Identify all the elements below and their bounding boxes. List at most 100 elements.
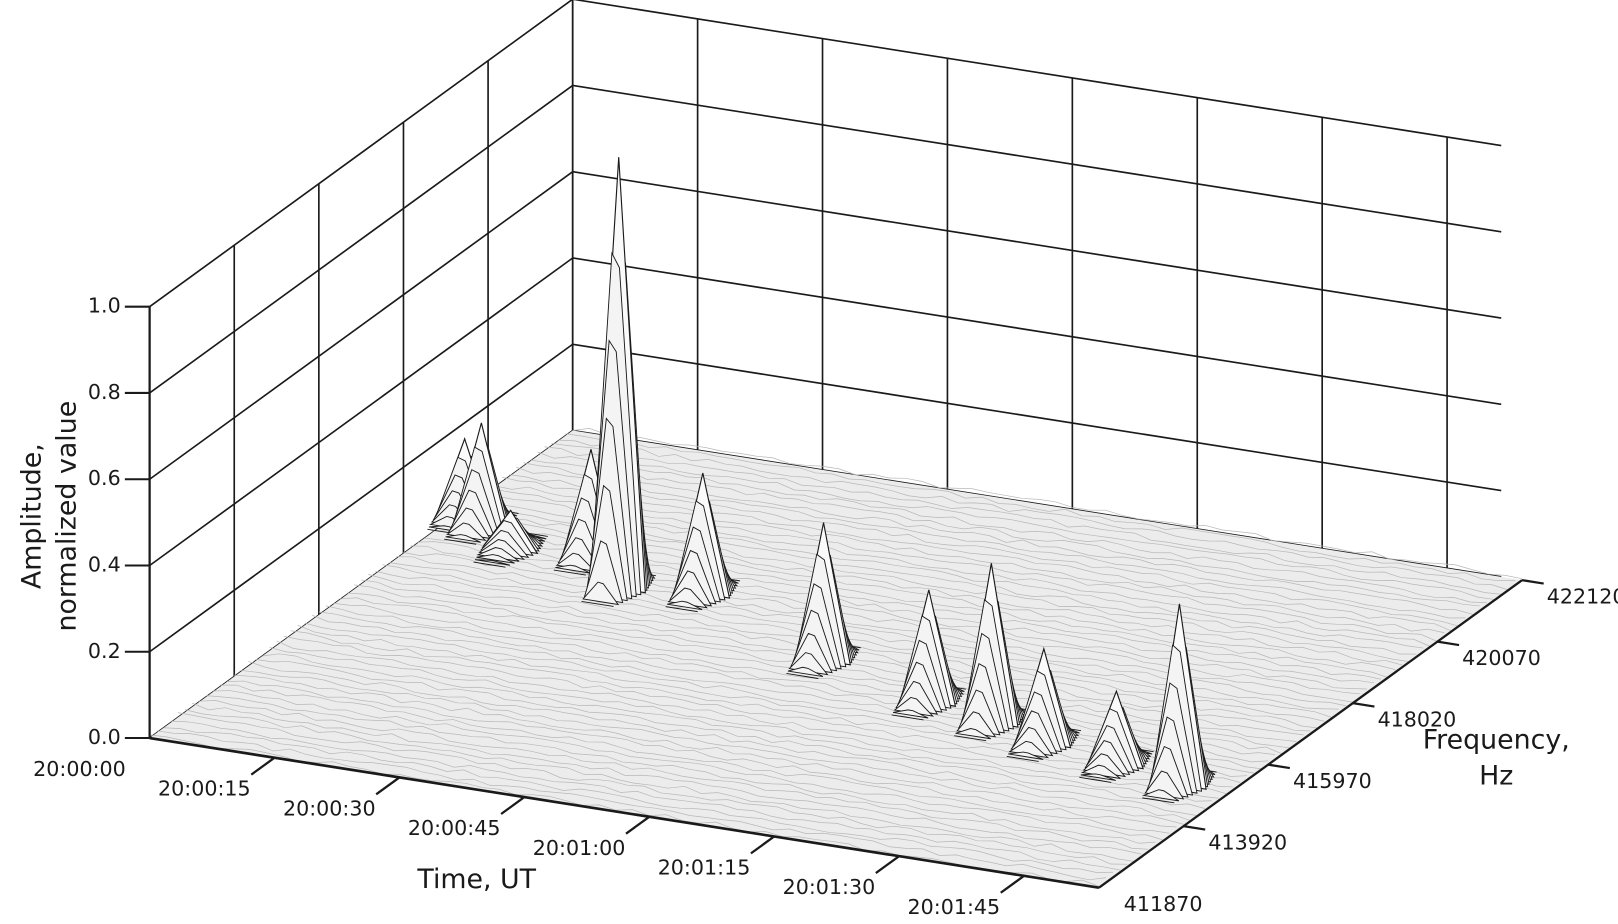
surface-texture <box>523 462 1473 615</box>
peak-slope <box>1006 755 1039 762</box>
z-tick-label: 0.4 <box>88 552 121 576</box>
x-axis <box>149 736 1100 889</box>
surface-texture <box>170 720 1121 871</box>
surface-texture <box>551 442 1501 595</box>
x-tick-label: 20:00:45 <box>408 816 501 840</box>
grid-line <box>572 343 1502 492</box>
peak-slope <box>1008 751 1044 760</box>
peak-slope <box>444 538 477 545</box>
peak-slope <box>893 709 929 719</box>
peak-slope <box>582 581 620 606</box>
peak-slope <box>1080 773 1116 781</box>
axes: 0.0 0.2 0.4 0.6 0.8 1.0 20:00:00 20:00:15 20:00:… <box>33 294 1618 919</box>
grid-line <box>149 0 573 308</box>
surface-texture <box>565 433 1516 582</box>
peak-slope <box>473 561 506 568</box>
peak-slope <box>1079 776 1112 783</box>
peak-slope <box>581 600 614 607</box>
y-tick-label: 411870 <box>1124 892 1203 916</box>
y-axis <box>1098 579 1523 889</box>
grid-line <box>149 171 574 480</box>
peak-slope <box>445 534 481 543</box>
surface-texture <box>213 690 1163 841</box>
surface-texture <box>495 485 1445 634</box>
y-tick <box>1521 579 1544 585</box>
x-axis-label: Time, UT <box>416 864 536 895</box>
peak-slope <box>1080 764 1121 779</box>
surface-texture <box>177 712 1128 865</box>
grid-line <box>572 84 1502 233</box>
grid-line <box>572 257 1502 406</box>
grid-line <box>149 257 574 567</box>
x-tick <box>375 776 401 796</box>
peak-slope <box>475 559 511 566</box>
surface-texture <box>163 727 1114 873</box>
x-tick-label: 20:01:15 <box>658 855 751 879</box>
surface-texture <box>297 624 1248 777</box>
surface-texture <box>227 680 1177 828</box>
y-tick <box>1268 763 1291 770</box>
surface-texture <box>191 702 1142 855</box>
grid-line <box>149 343 574 653</box>
surface-texture <box>502 476 1452 632</box>
x-tick-label: 20:01:00 <box>533 836 626 860</box>
z-axis-label: normalized value <box>52 401 83 632</box>
y-tick-label: 413920 <box>1208 831 1287 855</box>
y-tick <box>1352 702 1375 708</box>
y-tick-label: 422120 <box>1547 585 1618 609</box>
z-tick-label: 0.8 <box>88 380 121 404</box>
surface-texture <box>220 684 1170 834</box>
peak-slope <box>476 554 515 564</box>
grid-line <box>572 0 1502 147</box>
x-tick-label: 20:00:00 <box>33 757 126 781</box>
x-tick-label: 20:00:15 <box>158 777 251 801</box>
peak-slope <box>1142 797 1175 804</box>
surface-texture <box>234 674 1184 825</box>
x-tick <box>500 796 526 815</box>
x-tick <box>625 815 650 835</box>
grid-line <box>149 84 574 394</box>
y-tick-label: 418020 <box>1378 708 1457 732</box>
peaks <box>427 157 1217 804</box>
surface-texture <box>184 709 1135 862</box>
x-tick-label: 20:00:30 <box>283 796 376 820</box>
surface-texture <box>276 640 1226 794</box>
surface-texture <box>572 427 1523 580</box>
peak-slope <box>787 666 824 677</box>
surface-texture <box>488 487 1438 642</box>
surface-texture <box>198 700 1149 850</box>
grid-line <box>572 170 1502 319</box>
surface-texture <box>558 439 1509 591</box>
peak-slope <box>954 735 987 742</box>
peak-slope <box>786 672 819 679</box>
x-tick <box>1000 874 1025 894</box>
z-tick-label: 0.0 <box>88 725 121 749</box>
peak-slope <box>665 606 698 613</box>
surface-texture <box>290 630 1241 783</box>
y-tick <box>1437 640 1460 647</box>
surface-texture <box>255 659 1205 809</box>
peak-slope <box>891 714 924 721</box>
surface-texture <box>241 670 1191 822</box>
z-axis-label: Amplitude, <box>17 443 48 589</box>
z-tick-label: 1.0 <box>88 294 121 318</box>
y-tick <box>1183 825 1206 831</box>
surface-texture <box>509 474 1459 627</box>
peak-slope <box>955 728 991 740</box>
y-tick-label: 420070 <box>1462 646 1541 670</box>
x-tick <box>875 855 900 874</box>
y-axis-label: Hz <box>1479 761 1513 792</box>
y-tick-label: 415970 <box>1293 769 1372 793</box>
x-tick <box>750 835 775 855</box>
peak-slope <box>553 569 586 576</box>
x-tick-label: 20:01:30 <box>783 875 876 899</box>
x-tick <box>250 756 276 776</box>
x-tick-label: 20:01:45 <box>908 895 1001 919</box>
z-tick-label: 0.6 <box>88 466 121 490</box>
peak-slope <box>555 564 591 574</box>
surface-texture <box>537 451 1487 604</box>
surface-texture <box>283 635 1233 788</box>
peak-slope <box>1141 789 1180 802</box>
